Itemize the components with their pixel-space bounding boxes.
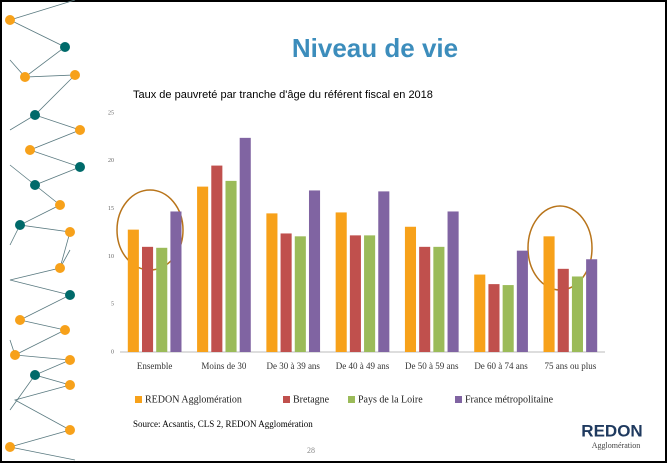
slide: Niveau de vie Taux de pauvreté par tranc… <box>0 0 667 463</box>
source: Source: Acsantis, CLS 2, REDON Aggloméra… <box>133 419 313 429</box>
x-tick-label: 75 ans ou plus <box>544 361 596 371</box>
slide-title: Niveau de vie <box>292 33 458 63</box>
y-tick-label: 15 <box>108 206 114 212</box>
bar <box>295 236 306 352</box>
legend-label: France métropolitaine <box>465 394 554 405</box>
y-tick-label: 20 <box>108 158 114 164</box>
bar <box>419 247 430 352</box>
logo: REDON <box>581 421 642 440</box>
legend-swatch <box>283 396 290 403</box>
bar <box>364 235 375 352</box>
bar <box>586 259 597 352</box>
y-tick-label: 5 <box>111 302 114 308</box>
bar <box>240 138 251 352</box>
bar <box>572 276 583 352</box>
logo-subtitle: Agglomération <box>592 441 640 450</box>
x-tick-label: Ensemble <box>137 361 173 371</box>
bar <box>488 284 499 352</box>
bar <box>142 247 153 352</box>
y-tick-label: 10 <box>108 254 114 260</box>
x-tick-label: De 40 à 49 ans <box>336 361 390 371</box>
bar <box>170 211 181 352</box>
slide-border <box>1 1 666 462</box>
bar <box>474 275 485 352</box>
bar <box>350 235 361 352</box>
x-tick-label: De 30 à 39 ans <box>266 361 320 371</box>
x-tick-label: De 50 à 59 ans <box>405 361 459 371</box>
bar <box>336 212 347 352</box>
chart-title: Taux de pauvreté par tranche d'âge du ré… <box>133 89 433 101</box>
bar <box>211 166 222 352</box>
bar <box>405 227 416 352</box>
x-tick-label: Moins de 30 <box>201 361 247 371</box>
bar <box>433 247 444 352</box>
bar <box>448 211 459 352</box>
y-tick-label: 0 <box>111 349 114 355</box>
bar <box>517 251 528 352</box>
bar <box>197 187 208 352</box>
page-number: 28 <box>307 446 315 455</box>
legend-label: Bretagne <box>293 394 330 405</box>
bar <box>309 190 320 352</box>
bar <box>378 191 389 352</box>
legend-swatch <box>135 396 142 403</box>
legend-swatch <box>455 396 462 403</box>
legend-swatch <box>348 396 355 403</box>
bar <box>558 269 569 352</box>
bar <box>544 236 555 352</box>
bar <box>266 213 277 352</box>
legend-label: Pays de la Loire <box>358 394 423 405</box>
bar <box>281 233 292 352</box>
legend-label: REDON Agglomération <box>145 394 242 405</box>
bar <box>156 248 167 352</box>
bar <box>503 285 514 352</box>
x-tick-label: De 60 à 74 ans <box>474 361 528 371</box>
bar <box>128 230 139 352</box>
y-tick-label: 25 <box>108 110 114 116</box>
bar <box>225 181 236 352</box>
